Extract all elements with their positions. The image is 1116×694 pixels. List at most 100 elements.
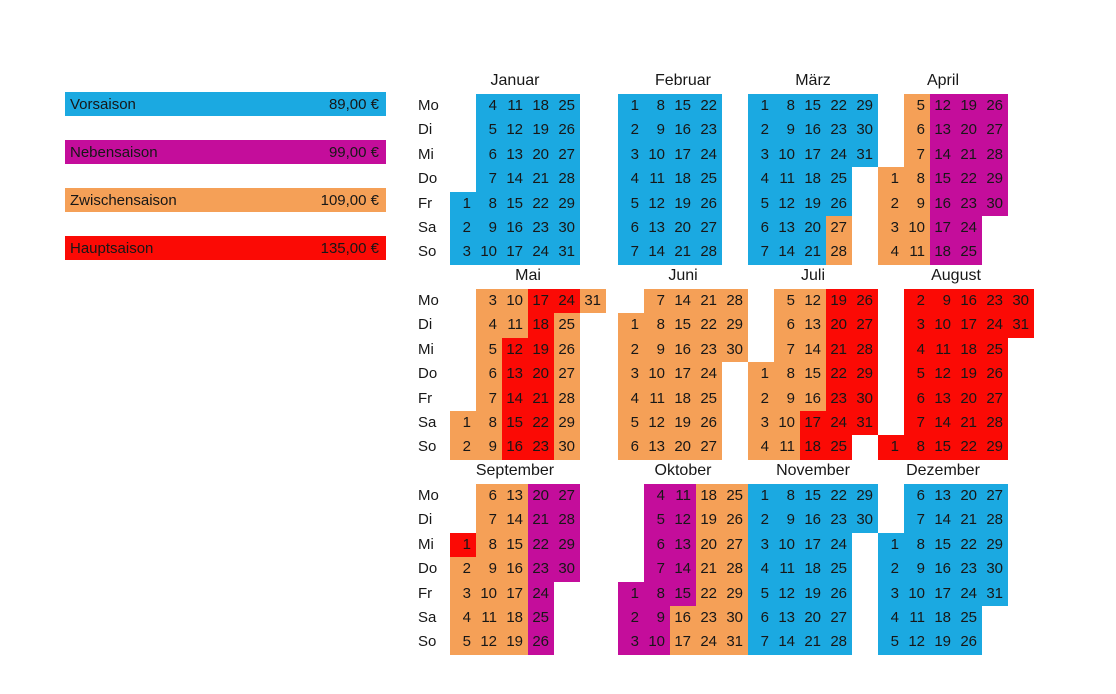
weekday-label: Sa — [418, 608, 437, 626]
day-cell: 1 — [450, 532, 476, 558]
day-cell: 6 — [476, 142, 502, 168]
day-cell: 5 — [904, 362, 930, 387]
empty-cell — [722, 216, 748, 240]
empty-cell — [852, 557, 878, 581]
calendar-week-row: 7 14 21 28 — [878, 410, 1034, 436]
day-cell: 4 — [878, 240, 904, 265]
day-cell: 7 — [476, 508, 502, 533]
day-cell: 9 — [644, 605, 670, 631]
day-cell: 18 — [800, 435, 826, 460]
day-cell: 20 — [956, 118, 982, 143]
day-cell: 18 — [800, 557, 826, 582]
calendar-week-row: 6 13 20 27 — [618, 532, 748, 558]
day-cell: 1 — [618, 581, 644, 606]
empty-cell — [450, 143, 476, 167]
calendar-week-row: 6 13 20 27 — [748, 215, 878, 241]
day-cell: 22 — [528, 410, 554, 436]
day-cell: 18 — [670, 386, 696, 411]
day-cell: 2 — [748, 386, 774, 411]
day-cell: 14 — [502, 167, 528, 192]
day-cell: 7 — [904, 142, 930, 168]
day-cell: 26 — [696, 191, 722, 216]
day-cell: 14 — [774, 630, 800, 655]
day-cell: 6 — [476, 484, 502, 509]
day-cell: 7 — [774, 337, 800, 363]
empty-cell — [748, 338, 774, 362]
day-cell: 12 — [502, 118, 528, 143]
day-cell: 1 — [878, 532, 904, 558]
day-cell: 10 — [644, 142, 670, 168]
day-cell: 12 — [476, 630, 502, 655]
day-cell: 28 — [722, 557, 748, 582]
calendar-week-row: 2 9 16 23 30 — [748, 386, 878, 411]
day-cell: 22 — [956, 167, 982, 192]
empty-cell — [1008, 362, 1034, 386]
day-cell: 21 — [956, 142, 982, 168]
legend-label-vorsaison: Vorsaison — [70, 95, 136, 113]
day-cell: 6 — [618, 215, 644, 241]
day-cell: 1 — [450, 191, 476, 216]
day-cell: 8 — [476, 410, 502, 436]
day-cell: 12 — [774, 191, 800, 216]
calendar-week-row: 5 12 19 26 — [748, 191, 878, 216]
day-cell: 25 — [826, 557, 852, 582]
calendar-week-row: 6 13 20 27 — [878, 118, 1008, 143]
empty-cell — [580, 362, 606, 386]
calendar-week-row: 5 12 19 26 — [878, 94, 1008, 119]
day-cell: 14 — [800, 337, 826, 363]
day-cell: 3 — [450, 581, 476, 606]
calendar-week-row: 4 11 18 25 — [748, 557, 878, 582]
calendar-week-row: 7 14 21 28 — [618, 240, 748, 265]
weekday-column: Mo Di Mi Do Fr Sa So — [418, 289, 448, 460]
day-cell: 8 — [644, 94, 670, 119]
day-cell: 13 — [930, 118, 956, 143]
day-cell: 2 — [618, 605, 644, 631]
empty-cell — [450, 289, 476, 313]
day-cell: 8 — [476, 532, 502, 558]
calendar-week-row: 6 13 20 27 — [878, 484, 1008, 509]
day-cell: 14 — [502, 508, 528, 533]
day-cell: 27 — [554, 142, 580, 168]
legend-label-zwischensaison: Zwischensaison — [70, 191, 177, 209]
empty-cell — [722, 411, 748, 435]
day-cell: 25 — [696, 386, 722, 411]
day-cell: 11 — [502, 313, 528, 338]
day-cell: 28 — [852, 337, 878, 363]
day-cell: 12 — [644, 410, 670, 436]
day-cell: 16 — [800, 118, 826, 143]
month-title-august: August — [931, 267, 981, 284]
day-cell: 19 — [696, 508, 722, 533]
day-cell: 8 — [774, 94, 800, 119]
day-cell: 13 — [774, 215, 800, 241]
day-cell: 16 — [502, 557, 528, 582]
legend-price-hauptsaison: 135,00 € — [320, 239, 379, 257]
calendar-week-row: 1 8 15 22 29 — [450, 191, 580, 216]
empty-cell — [450, 484, 476, 508]
month-oktober: Oktober 4 11 18 25 5 12 19 26 6 13 20 27 7 14 21 28 1 8 15 2… — [618, 458, 748, 655]
day-cell: 31 — [982, 581, 1008, 606]
day-cell: 11 — [904, 240, 930, 265]
day-cell: 19 — [800, 581, 826, 606]
calendar-week-row: 3 10 17 24 — [878, 215, 1008, 241]
calendar-week-row: 2 9 16 23 30 — [878, 191, 1008, 216]
day-cell: 15 — [800, 94, 826, 119]
day-cell: 10 — [502, 289, 528, 314]
day-cell: 18 — [670, 167, 696, 192]
day-cell: 12 — [502, 337, 528, 363]
day-cell: 11 — [774, 435, 800, 460]
legend-price-nebensaison: 99,00 € — [328, 143, 379, 161]
day-cell: 1 — [618, 94, 644, 119]
day-cell: 24 — [982, 313, 1008, 338]
month-title-juli: Juli — [800, 267, 825, 284]
calendar-week-row: 1 8 15 22 29 — [748, 484, 878, 509]
day-cell: 9 — [476, 215, 502, 241]
day-cell: 22 — [826, 94, 852, 119]
day-cell: 9 — [930, 289, 956, 314]
day-cell: 30 — [722, 337, 748, 363]
day-cell: 4 — [878, 605, 904, 631]
day-cell: 29 — [852, 362, 878, 387]
calendar-week-row: 4 11 18 25 — [450, 94, 580, 119]
calendar-week-row: 1 8 15 22 29 — [618, 313, 748, 338]
calendar-week-row: 4 11 18 25 — [748, 167, 878, 192]
day-cell: 11 — [930, 337, 956, 363]
